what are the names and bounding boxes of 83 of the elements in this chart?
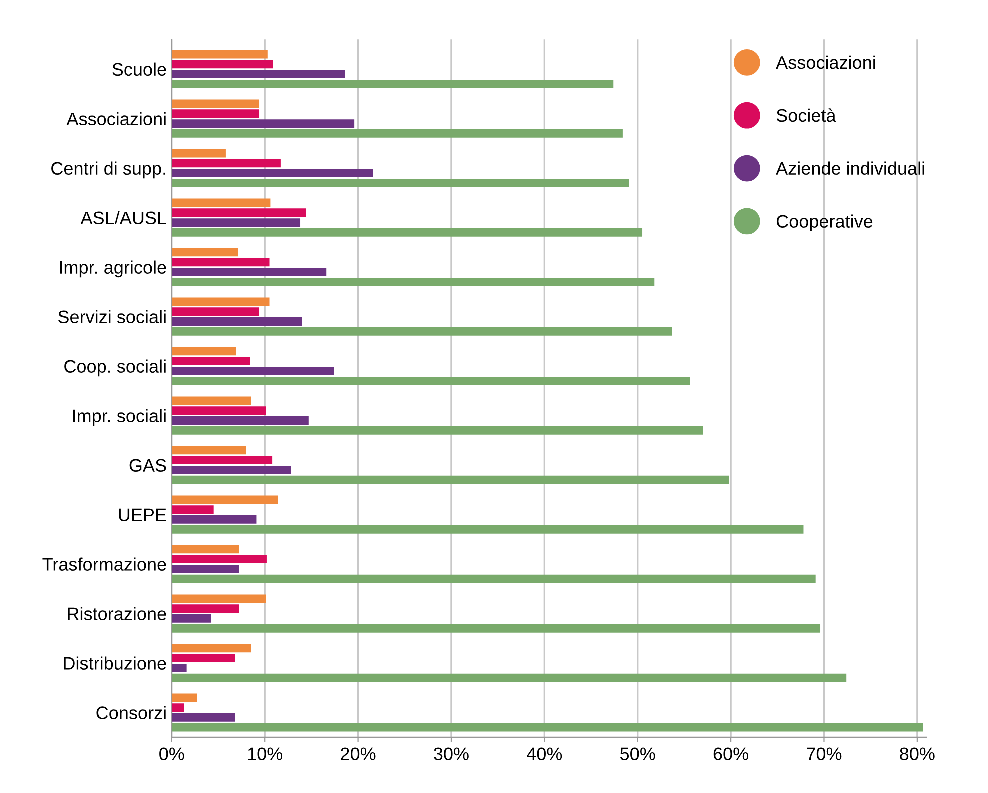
y-tick-label: Scuole	[112, 62, 166, 76]
bar	[172, 644, 252, 653]
bar	[172, 516, 257, 524]
bar	[172, 604, 240, 614]
y-tick-label: Consorzi	[96, 706, 166, 720]
bar	[172, 248, 238, 257]
bar	[172, 664, 187, 672]
bar	[172, 476, 730, 484]
bar	[172, 594, 266, 604]
bar	[172, 506, 214, 514]
bar	[172, 50, 268, 59]
y-tick-label: Impr. agricole	[60, 260, 166, 278]
bar	[172, 574, 816, 584]
bar	[172, 555, 267, 564]
bar	[172, 278, 655, 286]
y-tick-label: Coop. sociali	[64, 360, 166, 377]
bar	[172, 654, 236, 663]
bar	[172, 565, 240, 574]
x-tick-label: 30%	[434, 748, 469, 760]
x-tick-label: 10%	[248, 748, 283, 760]
bar	[172, 60, 274, 69]
legend-label: Società	[776, 108, 836, 122]
bar	[172, 713, 236, 722]
y-tick-label: Centri di supp.	[52, 162, 166, 179]
x-tick-label: 80%	[900, 748, 935, 760]
y-tick-label: ASL/AUSL	[80, 211, 166, 225]
bar	[172, 129, 623, 138]
x-tick-label: 20%	[341, 748, 376, 760]
bar	[172, 110, 260, 118]
y-tick-label: UEPE	[119, 508, 166, 522]
bar	[172, 159, 281, 168]
bar	[172, 624, 821, 633]
bar	[172, 327, 672, 336]
x-tick-label: 40%	[527, 748, 562, 760]
bar	[172, 308, 260, 316]
y-tick-label: Servizi sociali	[58, 310, 166, 324]
bar	[172, 70, 346, 78]
bar	[172, 178, 630, 188]
y-tick-label: Ristorazione	[68, 607, 166, 620]
bar	[172, 198, 271, 208]
legend-label: Associazioni	[776, 56, 876, 70]
bar	[172, 258, 270, 267]
bar	[172, 396, 252, 406]
legend-label: Aziende individuali	[776, 162, 924, 176]
bar	[172, 80, 614, 88]
bar	[172, 347, 236, 356]
x-tick-label: 70%	[807, 748, 842, 760]
bar	[172, 218, 301, 227]
bar	[172, 545, 240, 554]
bar	[172, 298, 270, 306]
y-tick-label: GAS	[130, 459, 166, 472]
bar	[172, 446, 246, 455]
y-tick-label: Impr. sociali	[73, 409, 166, 426]
bar	[172, 357, 250, 366]
x-tick-label: 0%	[160, 748, 184, 760]
bar	[172, 100, 260, 108]
bar	[172, 496, 278, 504]
bar	[172, 120, 355, 128]
bar	[172, 416, 309, 425]
bar	[172, 694, 198, 702]
bar	[172, 228, 643, 237]
y-tick-label: Distribuzione	[64, 656, 166, 670]
bar	[172, 704, 184, 712]
bar	[172, 674, 847, 682]
legend-label: Cooperative	[776, 214, 873, 232]
bar	[172, 318, 302, 326]
bar	[172, 426, 704, 435]
bar	[172, 208, 306, 218]
y-tick-label: Trasformazione	[42, 558, 166, 571]
bar	[172, 466, 292, 474]
bar	[172, 149, 226, 158]
bar	[172, 169, 374, 178]
bar	[172, 406, 266, 416]
bar	[172, 367, 334, 376]
x-tick-label: 50%	[620, 748, 656, 760]
bar	[172, 614, 212, 623]
bar	[172, 456, 273, 465]
bar	[172, 525, 804, 534]
bar	[172, 268, 327, 276]
bar	[172, 376, 690, 386]
y-tick-label: Associazioni	[66, 112, 166, 126]
bar	[172, 723, 924, 732]
x-tick-label: 60%	[714, 748, 748, 760]
